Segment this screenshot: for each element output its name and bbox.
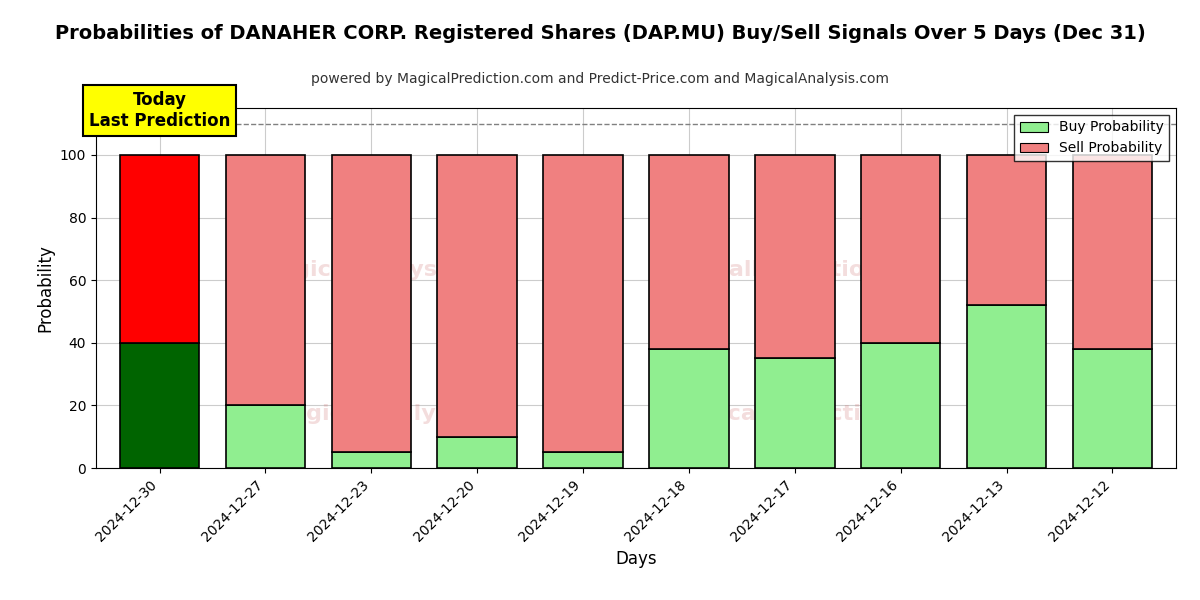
Bar [438, 155, 517, 437]
Bar [649, 155, 728, 349]
Bar [331, 155, 412, 452]
Bar [331, 452, 412, 468]
Legend: Buy Probability, Sell Probability: Buy Probability, Sell Probability [1014, 115, 1169, 161]
Bar [120, 343, 199, 468]
Bar [438, 437, 517, 468]
Bar [862, 155, 941, 343]
Bar [1073, 349, 1152, 468]
Bar [226, 155, 305, 406]
Text: MagicalPrediction.co: MagicalPrediction.co [667, 404, 929, 424]
X-axis label: Days: Days [616, 550, 656, 568]
Y-axis label: Probability: Probability [36, 244, 54, 332]
Text: powered by MagicalPrediction.com and Predict-Price.com and MagicalAnalysis.com: powered by MagicalPrediction.com and Pre… [311, 72, 889, 86]
Bar [544, 155, 623, 452]
Bar [649, 349, 728, 468]
Bar [544, 452, 623, 468]
Bar [862, 343, 941, 468]
Bar [226, 406, 305, 468]
Text: Probabilities of DANAHER CORP. Registered Shares (DAP.MU) Buy/Sell Signals Over : Probabilities of DANAHER CORP. Registere… [55, 24, 1145, 43]
Text: MagicalAnalysis.co: MagicalAnalysis.co [269, 404, 506, 424]
Bar [1073, 155, 1152, 349]
Text: MagicalAnalysis.com: MagicalAnalysis.com [257, 260, 518, 280]
Text: Today
Last Prediction: Today Last Prediction [89, 91, 230, 130]
Bar [967, 305, 1046, 468]
Bar [755, 155, 834, 358]
Bar [755, 358, 834, 468]
Text: MagicalPrediction.com: MagicalPrediction.com [655, 260, 941, 280]
Bar [967, 155, 1046, 305]
Bar [120, 155, 199, 343]
